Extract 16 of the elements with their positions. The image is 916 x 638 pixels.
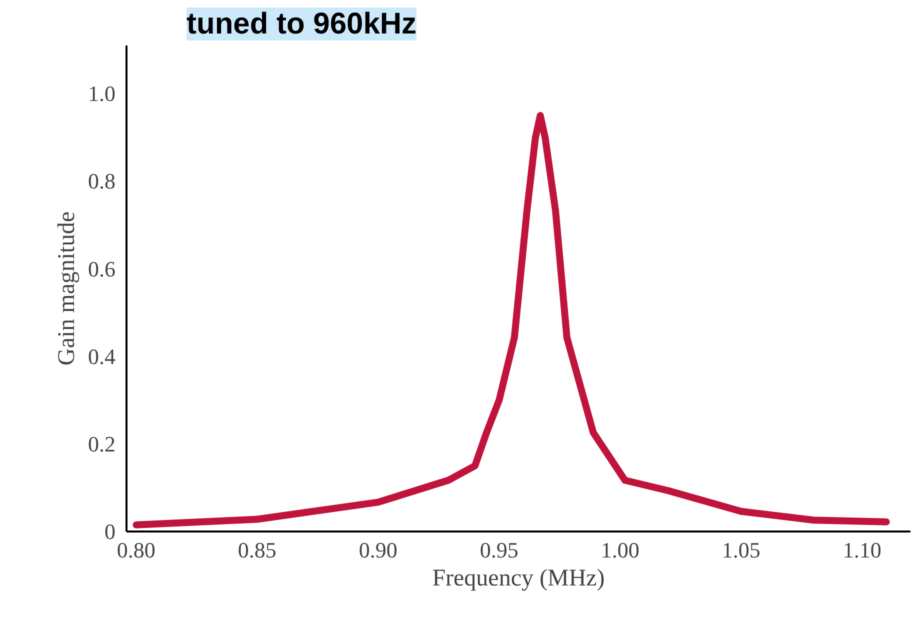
y-tick-label: 0.2 [88, 431, 116, 456]
y-tick-label: 0 [104, 519, 116, 544]
x-tick-label: 1.10 [842, 538, 882, 562]
x-axis-title: Frequency (MHz) [432, 566, 605, 592]
x-tick-label: 0.95 [480, 538, 518, 562]
y-tick-label: 0.4 [88, 344, 116, 369]
chart-title: tuned to 960kHz [186, 8, 417, 40]
x-tick-label: 0.90 [358, 538, 398, 562]
y-tick-label: 1.0 [88, 81, 116, 106]
x-tick-label: 1.05 [722, 538, 760, 562]
x-tick-label: 1.00 [600, 538, 640, 562]
x-tick-label: 0.80 [116, 538, 156, 562]
y-tick-label: 0.8 [88, 168, 116, 194]
x-tick-label: 0.85 [238, 538, 276, 562]
y-tick-label: 0.6 [88, 256, 116, 282]
y-axis-title: Gain magnitude [54, 212, 80, 366]
